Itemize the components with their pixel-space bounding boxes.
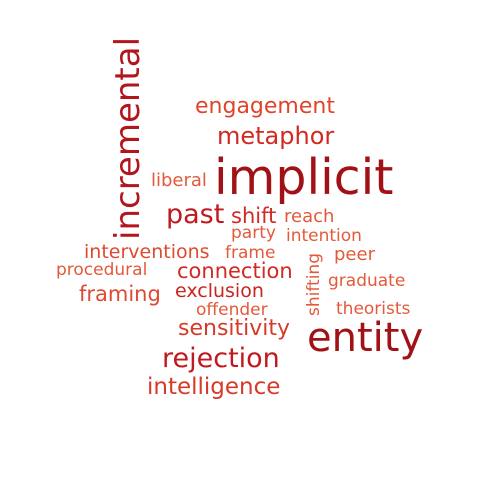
word-metaphor: metaphor (217, 122, 335, 150)
word-offender: offender (196, 300, 268, 320)
word-past: past (166, 199, 225, 230)
word-incremental: incremental (108, 36, 148, 240)
word-party: party (231, 223, 276, 243)
word-interventions: interventions (84, 241, 210, 263)
word-intention: intention (286, 226, 362, 246)
word-graduate: graduate (328, 271, 406, 291)
word-exclusion: exclusion (175, 280, 264, 302)
word-connection: connection (177, 259, 293, 283)
word-sensitivity: sensitivity (178, 316, 291, 341)
word-shifting: shifting (304, 253, 324, 316)
word-procedural: procedural (56, 260, 148, 280)
word-rejection: rejection (162, 343, 280, 374)
word-frame: frame (225, 243, 276, 263)
word-peer: peer (334, 244, 375, 265)
word-implicit: implicit (214, 149, 394, 206)
word-liberal: liberal (151, 170, 207, 191)
word-shift: shift (231, 204, 277, 228)
word-intelligence: intelligence (147, 374, 281, 400)
word-theorists: theorists (336, 299, 411, 319)
word-entity: entity (307, 315, 424, 361)
word-engagement: engagement (195, 94, 335, 119)
word-reach: reach (284, 206, 335, 227)
word-framing: framing (79, 282, 161, 306)
